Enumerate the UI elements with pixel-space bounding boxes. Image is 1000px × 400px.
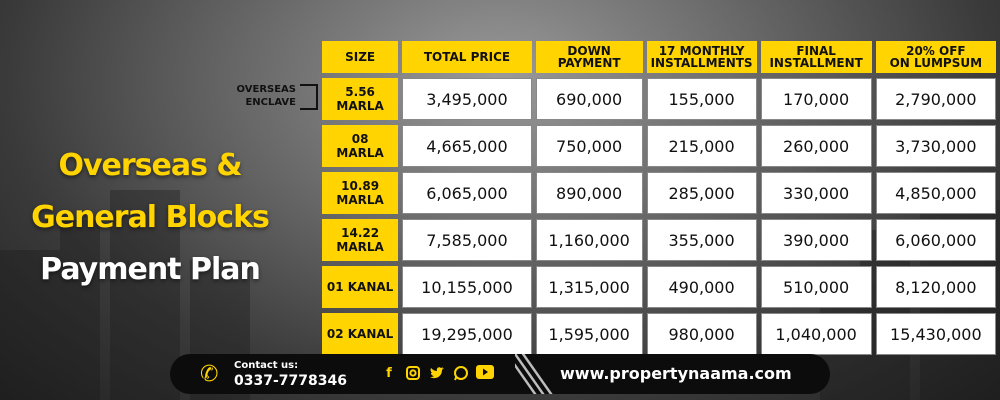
contact-phone[interactable]: 0337-7778346 [234,373,347,389]
size-line-1: 02 KANAL [326,327,394,341]
monthly-cell: 215,000 [646,125,757,167]
row-size: 08 MARLA [322,125,399,167]
header-size-label: SIZE [345,50,376,64]
title-line-3: Payment Plan [40,252,261,287]
overseas-label-line-1: OVERSEAS [236,84,296,95]
lumpsum-cell: 6,060,000 [875,219,996,261]
total-price-cell: 7,585,000 [402,219,532,261]
page-title: Overseas & General Blocks Payment Plan [0,140,300,296]
size-line-2: MARLA [336,193,384,207]
monthly-cell: 155,000 [646,78,757,120]
lumpsum-cell: 4,850,000 [875,172,996,214]
row-size: 10.89 MARLA [322,172,399,214]
header-monthly-line-1: 17 MONTHLY [658,44,745,58]
down-payment-cell: 1,595,000 [535,313,643,355]
header-total-label: TOTAL PRICE [423,50,511,64]
down-payment-cell: 1,315,000 [535,266,643,308]
monthly-cell: 285,000 [646,172,757,214]
decorative-stripes [515,354,555,394]
size-line-2: MARLA [336,99,384,113]
monthly-cell: 355,000 [646,219,757,261]
phone-icon[interactable]: ✆ [200,362,219,387]
header-lumpsum: 20% OFF ON LUMPSUM [875,41,996,73]
title-line-2: General Blocks [31,200,270,235]
instagram-icon[interactable] [404,365,422,383]
website-link[interactable]: www.propertynaama.com [560,364,792,383]
lumpsum-cell: 2,790,000 [875,78,996,120]
size-line-1: 01 KANAL [326,280,394,294]
header-total-price: TOTAL PRICE [402,41,532,73]
header-lump-line-2: ON LUMPSUM [889,56,983,70]
row-size: 01 KANAL [322,266,399,308]
down-payment-cell: 890,000 [535,172,643,214]
youtube-icon[interactable] [476,365,494,383]
header-down-payment: DOWN PAYMENT [535,41,643,73]
header-final-line-1: FINAL [796,44,836,58]
size-line-2: MARLA [336,240,384,254]
lumpsum-cell: 15,430,000 [875,313,996,355]
table-row: 14.22 MARLA 7,585,000 1,160,000 355,000 3… [322,219,996,261]
overseas-label-line-2: ENCLAVE [245,97,296,108]
final-cell: 510,000 [760,266,872,308]
social-icons: f [380,365,494,383]
table-header-row: SIZE TOTAL PRICE DOWN PAYMENT 17 MONTHLY… [322,41,996,73]
lumpsum-cell: 3,730,000 [875,125,996,167]
overseas-bracket [300,84,318,110]
header-down-line-1: DOWN [567,44,611,58]
table-row: 08 MARLA 4,665,000 750,000 215,000 260,00… [322,125,996,167]
final-cell: 170,000 [760,78,872,120]
payment-plan-table: SIZE TOTAL PRICE DOWN PAYMENT 17 MONTHLY… [318,36,1000,360]
total-price-cell: 6,065,000 [402,172,532,214]
monthly-cell: 980,000 [646,313,757,355]
table-row: 5.56 MARLA 3,495,000 690,000 155,000 170,… [322,78,996,120]
table-row: 02 KANAL 19,295,000 1,595,000 980,000 1,… [322,313,996,355]
header-down-line-2: PAYMENT [557,56,621,70]
row-size: 14.22 MARLA [322,219,399,261]
final-cell: 260,000 [760,125,872,167]
total-price-cell: 4,665,000 [402,125,532,167]
down-payment-cell: 1,160,000 [535,219,643,261]
row-size: 02 KANAL [322,313,399,355]
header-lump-line-1: 20% OFF [906,44,966,58]
size-line-2: MARLA [336,146,384,160]
total-price-cell: 3,495,000 [402,78,532,120]
twitter-icon[interactable] [428,365,446,383]
final-cell: 1,040,000 [760,313,872,355]
size-line-1: 08 [351,132,369,146]
title-line-1: Overseas & [58,148,242,183]
contact-label: Contact us: [234,360,299,371]
header-final: FINAL INSTALLMENT [760,41,872,73]
table-row: 01 KANAL 10,155,000 1,315,000 490,000 51… [322,266,996,308]
header-final-line-2: INSTALLMENT [769,56,863,70]
down-payment-cell: 690,000 [535,78,643,120]
monthly-cell: 490,000 [646,266,757,308]
header-monthly: 17 MONTHLY INSTALLMENTS [646,41,757,73]
total-price-cell: 10,155,000 [402,266,532,308]
row-size: 5.56 MARLA [322,78,399,120]
footer-bar: ✆ Contact us: 0337-7778346 f www.propert… [170,354,830,394]
whatsapp-icon[interactable] [452,365,470,383]
size-line-1: 5.56 [345,85,375,99]
final-cell: 390,000 [760,219,872,261]
header-monthly-line-2: INSTALLMENTS [650,56,753,70]
final-cell: 330,000 [760,172,872,214]
lumpsum-cell: 8,120,000 [875,266,996,308]
facebook-icon[interactable]: f [386,366,392,381]
size-line-1: 10.89 [341,179,380,193]
size-line-1: 14.22 [341,226,380,240]
total-price-cell: 19,295,000 [402,313,532,355]
overseas-enclave-label: OVERSEAS ENCLAVE [224,83,296,109]
down-payment-cell: 750,000 [535,125,643,167]
table-row: 10.89 MARLA 6,065,000 890,000 285,000 330… [322,172,996,214]
header-size: SIZE [322,41,399,73]
